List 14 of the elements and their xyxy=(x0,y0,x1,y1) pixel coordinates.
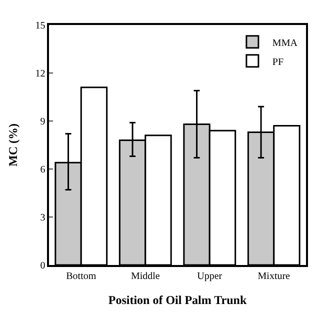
x-tick-label: Mixture xyxy=(258,270,291,282)
y-tick-label: 3 xyxy=(40,212,46,224)
x-tick-label: Upper xyxy=(197,270,223,282)
legend-label: PF xyxy=(272,56,284,68)
y-tick-label: 6 xyxy=(40,164,46,176)
x-axis-title: Position of Oil Palm Trunk xyxy=(108,293,247,308)
y-tick-label: 12 xyxy=(35,68,46,80)
legend-label: MMA xyxy=(272,38,298,49)
y-axis-title: MC (%) xyxy=(6,124,20,166)
y-tick-label: 15 xyxy=(35,20,46,32)
x-tick-label: Middle xyxy=(130,270,160,282)
x-tick-label: Bottom xyxy=(66,270,96,282)
y-tick-label: 0 xyxy=(40,260,46,272)
y-tick-label: 9 xyxy=(40,116,46,128)
